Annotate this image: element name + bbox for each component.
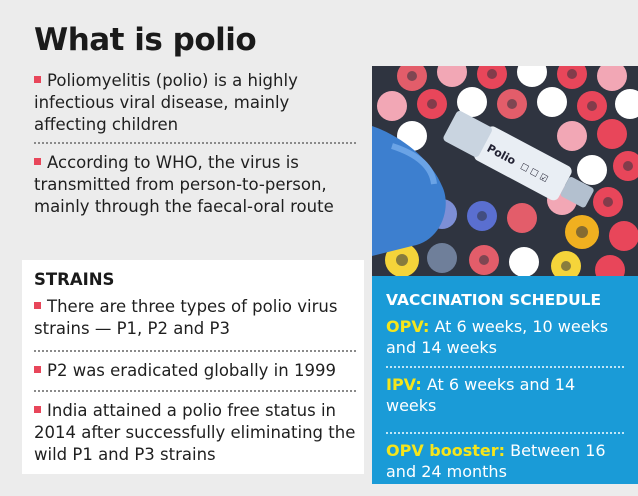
bullet-square-icon [34, 302, 41, 309]
strain-bullet-1: There are three types of polio virus str… [34, 296, 364, 340]
divider [34, 350, 356, 352]
bullet-square-icon [34, 406, 41, 413]
vaccine-detail: At 6 weeks and 14 weeks [386, 375, 576, 415]
divider [34, 390, 356, 392]
strain-text-2: P2 was eradicated globally in 1999 [47, 361, 336, 380]
strains-panel [22, 260, 364, 474]
vaccine-name: OPV: [386, 317, 430, 336]
divider [34, 142, 356, 144]
vaccination-heading: VACCINATION SCHEDULE [386, 291, 602, 309]
vaccination-panel [372, 276, 638, 484]
vaccine-detail: At 6 weeks, 10 weeks and 14 weeks [386, 317, 609, 357]
vaccine-item-opv-booster: OPV booster: Between 16 and 24 months [386, 440, 630, 482]
vials-illustration: Polio ☐ ☐ ☑ [372, 66, 638, 276]
divider [386, 366, 624, 368]
bullet-square-icon [34, 158, 41, 165]
page-title: What is polio [34, 22, 257, 58]
intro-bullet-1: Poliomyelitis (polio) is a highly infect… [34, 70, 364, 136]
intro-text-1: Poliomyelitis (polio) is a highly infect… [34, 71, 298, 134]
divider [386, 432, 624, 434]
vaccine-detail: Between 16 and 24 months [386, 441, 606, 481]
vaccine-item-ipv: IPV: At 6 weeks and 14 weeks [386, 374, 630, 416]
intro-text-2: According to WHO, the virus is transmitt… [34, 153, 334, 216]
strain-text-3: India attained a polio free status in 20… [34, 401, 356, 464]
strain-bullet-2: P2 was eradicated globally in 1999 [34, 360, 364, 382]
vaccine-name: IPV: [386, 375, 422, 394]
strain-text-1: There are three types of polio virus str… [34, 297, 338, 338]
strains-heading: STRAINS [34, 270, 115, 289]
polio-vial: Polio ☐ ☐ ☑ [443, 110, 594, 208]
intro-bullet-2: According to WHO, the virus is transmitt… [34, 152, 364, 218]
bullet-square-icon [34, 76, 41, 83]
vaccine-item-opv: OPV: At 6 weeks, 10 weeks and 14 weeks [386, 316, 630, 358]
vaccine-vials-photo: Polio ☐ ☐ ☑ [372, 66, 638, 276]
gloved-hand [372, 126, 446, 256]
vaccine-name: OPV booster: [386, 441, 506, 460]
strain-bullet-3: India attained a polio free status in 20… [34, 400, 364, 466]
bullet-square-icon [34, 366, 41, 373]
